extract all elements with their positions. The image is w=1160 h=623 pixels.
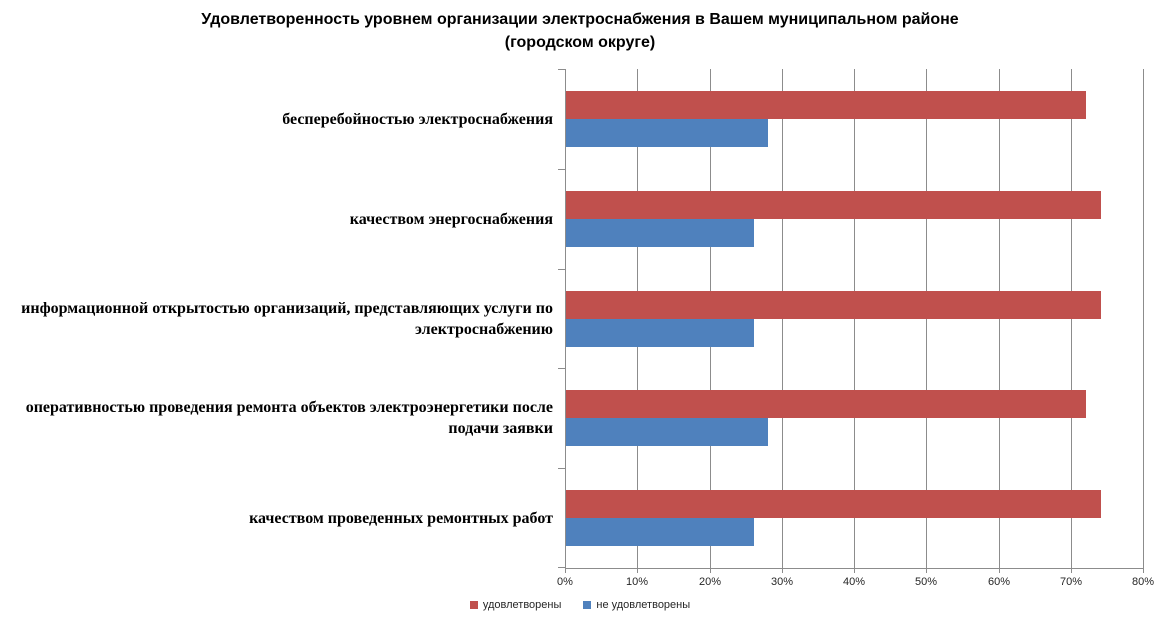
category-label: информационной открытостью организаций, … xyxy=(21,300,553,338)
legend-label: не удовлетворены xyxy=(596,599,691,611)
bar-not-satisfied xyxy=(566,518,754,546)
chart-title-line2: (городском округе) xyxy=(504,34,656,51)
legend-item-not-satisfied: не удовлетворены xyxy=(583,599,690,611)
value-axis-tick-label: 30% xyxy=(770,576,794,588)
category-label: качеством проведенных ремонтных работ xyxy=(249,509,553,527)
bar-not-satisfied xyxy=(566,219,754,247)
value-axis-tick xyxy=(1143,568,1144,573)
bar-satisfied xyxy=(566,390,1086,418)
value-axis-tick-label: 80% xyxy=(1131,576,1155,588)
value-axis-tick xyxy=(854,568,855,573)
value-axis-tick-label: 40% xyxy=(842,576,866,588)
chart-title: Удовлетворенность уровнем организации эл… xyxy=(0,8,1160,54)
category-label: бесперебойностью электроснабжения xyxy=(282,110,553,128)
legend-swatch-icon xyxy=(583,601,592,609)
bar-not-satisfied xyxy=(566,319,754,347)
value-axis-tick xyxy=(710,568,711,573)
category-axis-tick xyxy=(558,468,566,469)
bar-satisfied xyxy=(566,91,1086,119)
category-axis-tick xyxy=(558,169,566,170)
bar-not-satisfied xyxy=(566,418,768,446)
value-axis-tick-label: 60% xyxy=(987,576,1011,588)
value-axis-tick-label: 50% xyxy=(914,576,938,588)
value-axis-tick xyxy=(1071,568,1072,573)
bar-satisfied xyxy=(566,490,1101,518)
value-axis-tick-label: 20% xyxy=(698,576,722,588)
value-axis-tick-label: 10% xyxy=(625,576,649,588)
bar-satisfied xyxy=(566,191,1101,219)
value-axis-tick-label: 70% xyxy=(1059,576,1083,588)
category-axis-labels: бесперебойностью электроснабжения качеств… xyxy=(0,69,553,568)
category-label: оперативностью проведения ремонта объект… xyxy=(25,399,553,437)
value-axis-tick xyxy=(999,568,1000,573)
category-label: качеством энергоснабжения xyxy=(349,210,553,228)
legend-swatch-icon xyxy=(469,601,478,609)
gridline xyxy=(1143,69,1144,568)
plot-area xyxy=(558,69,1144,573)
legend-label: удовлетворены xyxy=(482,599,562,611)
category-axis-tick xyxy=(558,69,566,70)
bar-not-satisfied xyxy=(566,119,768,147)
category-axis-tick xyxy=(558,567,566,568)
category-axis-tick xyxy=(558,368,566,369)
category-axis-tick xyxy=(558,269,566,270)
value-axis-tick xyxy=(565,568,566,573)
value-axis-tick xyxy=(782,568,783,573)
value-axis-tick xyxy=(637,568,638,573)
value-axis-tick-label: 0% xyxy=(557,576,573,588)
bar-satisfied xyxy=(566,291,1101,319)
legend: удовлетворены не удовлетворены xyxy=(0,599,1160,611)
legend-item-satisfied: удовлетворены xyxy=(469,599,562,611)
value-axis-tick xyxy=(926,568,927,573)
chart-title-line1: Удовлетворенность уровнем организации эл… xyxy=(201,11,959,28)
